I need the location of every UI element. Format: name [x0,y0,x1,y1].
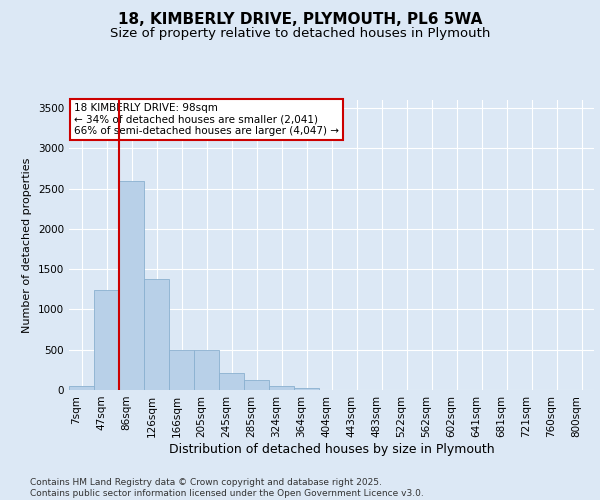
Bar [269,386,294,390]
Bar [219,373,244,390]
Bar [294,388,319,390]
X-axis label: Distribution of detached houses by size in Plymouth: Distribution of detached houses by size … [169,442,494,456]
Bar [69,386,94,390]
Text: 18 KIMBERLY DRIVE: 98sqm
← 34% of detached houses are smaller (2,041)
66% of sem: 18 KIMBERLY DRIVE: 98sqm ← 34% of detach… [74,103,339,136]
Bar [144,279,169,390]
Bar [169,350,194,390]
Bar [194,350,219,390]
Text: 18, KIMBERLY DRIVE, PLYMOUTH, PL6 5WA: 18, KIMBERLY DRIVE, PLYMOUTH, PL6 5WA [118,12,482,28]
Text: Size of property relative to detached houses in Plymouth: Size of property relative to detached ho… [110,28,490,40]
Y-axis label: Number of detached properties: Number of detached properties [22,158,32,332]
Bar [244,380,269,390]
Bar [94,290,119,390]
Bar [119,180,144,390]
Text: Contains HM Land Registry data © Crown copyright and database right 2025.
Contai: Contains HM Land Registry data © Crown c… [30,478,424,498]
